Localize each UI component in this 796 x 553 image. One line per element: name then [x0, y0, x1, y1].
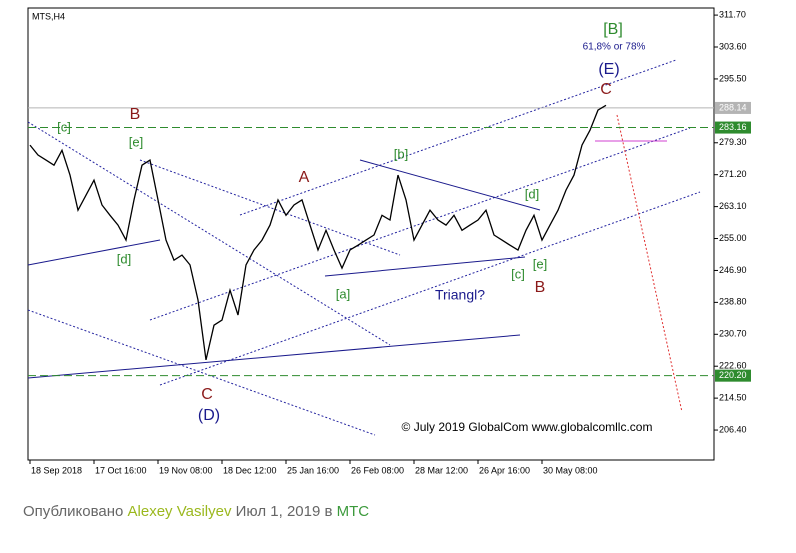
trend-line: [239, 59, 677, 216]
footer-symbol[interactable]: МТС: [336, 503, 370, 520]
wave-label: [c]: [511, 266, 525, 281]
trend-line: [27, 334, 521, 379]
plot-frame: [27, 7, 715, 461]
y-tick-label: 214.50: [719, 393, 747, 403]
wave-label: [b]: [394, 146, 408, 161]
y-tick-label: 311.70: [719, 9, 746, 19]
wave-label: 61,8% or 78%: [583, 42, 646, 53]
wave-label: [d]: [117, 251, 131, 266]
wave-label: C: [201, 386, 213, 403]
wave-label: C: [600, 81, 612, 98]
projection-line: [616, 114, 683, 413]
x-tick-label: 25 Jan 16:00: [287, 465, 339, 475]
level-label: 283.16: [719, 122, 747, 132]
x-tick-label: 19 Nov 08:00: [159, 465, 213, 475]
wave-label: A: [299, 169, 310, 186]
wave-label: [c]: [57, 119, 71, 134]
footer-author[interactable]: Alexey Vasilyev: [127, 503, 232, 520]
level-label-box: [715, 369, 751, 382]
trend-line: [159, 191, 701, 386]
level-label: 288.14: [719, 102, 747, 112]
y-tick-label: 246.90: [719, 265, 747, 275]
x-tick-label: 17 Oct 16:00: [95, 465, 147, 475]
wave-label: © July 2019 GlobalCom www.globalcomllc.c…: [402, 420, 653, 434]
y-tick-label: 222.60: [719, 361, 747, 371]
wave-label: B: [130, 106, 141, 123]
y-tick-label: 255.00: [719, 233, 747, 243]
trend-lines: [27, 59, 701, 436]
trend-line: [27, 239, 161, 266]
chart: MTS,H4 311.70 303.60 295.50 279.30 271.20 263…: [27, 7, 751, 475]
trend-line: [27, 309, 376, 436]
trend-line: [27, 121, 391, 346]
trend-line: [324, 256, 526, 277]
wave-label: [d]: [525, 186, 539, 201]
y-tick-label: 279.30: [719, 137, 747, 147]
wave-label: B: [535, 279, 546, 296]
x-tick-label: 26 Feb 08:00: [351, 465, 404, 475]
trend-line: [149, 127, 691, 321]
y-tick-label: 230.70: [719, 329, 747, 339]
y-tick-label: 295.50: [719, 73, 747, 83]
footer-date: Июл 1, 2019 в: [235, 503, 333, 520]
wave-label: [e]: [533, 256, 547, 271]
y-tick-label: 303.60: [719, 41, 747, 51]
trend-line: [359, 159, 541, 211]
level-label: 220.20: [719, 370, 747, 380]
y-tick-label: 206.40: [719, 424, 747, 434]
footer: Опубликовано Alexey Vasilyev Июл 1, 2019…: [23, 503, 369, 520]
price-line: [29, 104, 607, 361]
wave-label: Triangl?: [435, 287, 485, 303]
wave-label: [a]: [336, 286, 350, 301]
level-label-box: [715, 121, 751, 134]
x-tick-label: 18 Sep 2018: [31, 465, 82, 475]
x-tick-label: 18 Dec 12:00: [223, 465, 277, 475]
y-tick-label: 263.10: [719, 201, 747, 211]
footer-prefix: Опубликовано: [23, 503, 124, 520]
wave-label: [e]: [129, 134, 143, 149]
y-tick-label: 271.20: [719, 169, 747, 179]
wave-label: (E): [598, 61, 619, 78]
x-tick-label: 30 May 08:00: [543, 465, 598, 475]
wave-label: (D): [198, 407, 220, 424]
x-tick-label: 28 Mar 12:00: [415, 465, 468, 475]
chart-title: MTS,H4: [32, 11, 65, 21]
level-label-box: [715, 101, 751, 114]
y-tick-label: 238.80: [719, 297, 747, 307]
x-tick-label: 26 Apr 16:00: [479, 465, 530, 475]
wave-label: [B]: [603, 21, 623, 38]
